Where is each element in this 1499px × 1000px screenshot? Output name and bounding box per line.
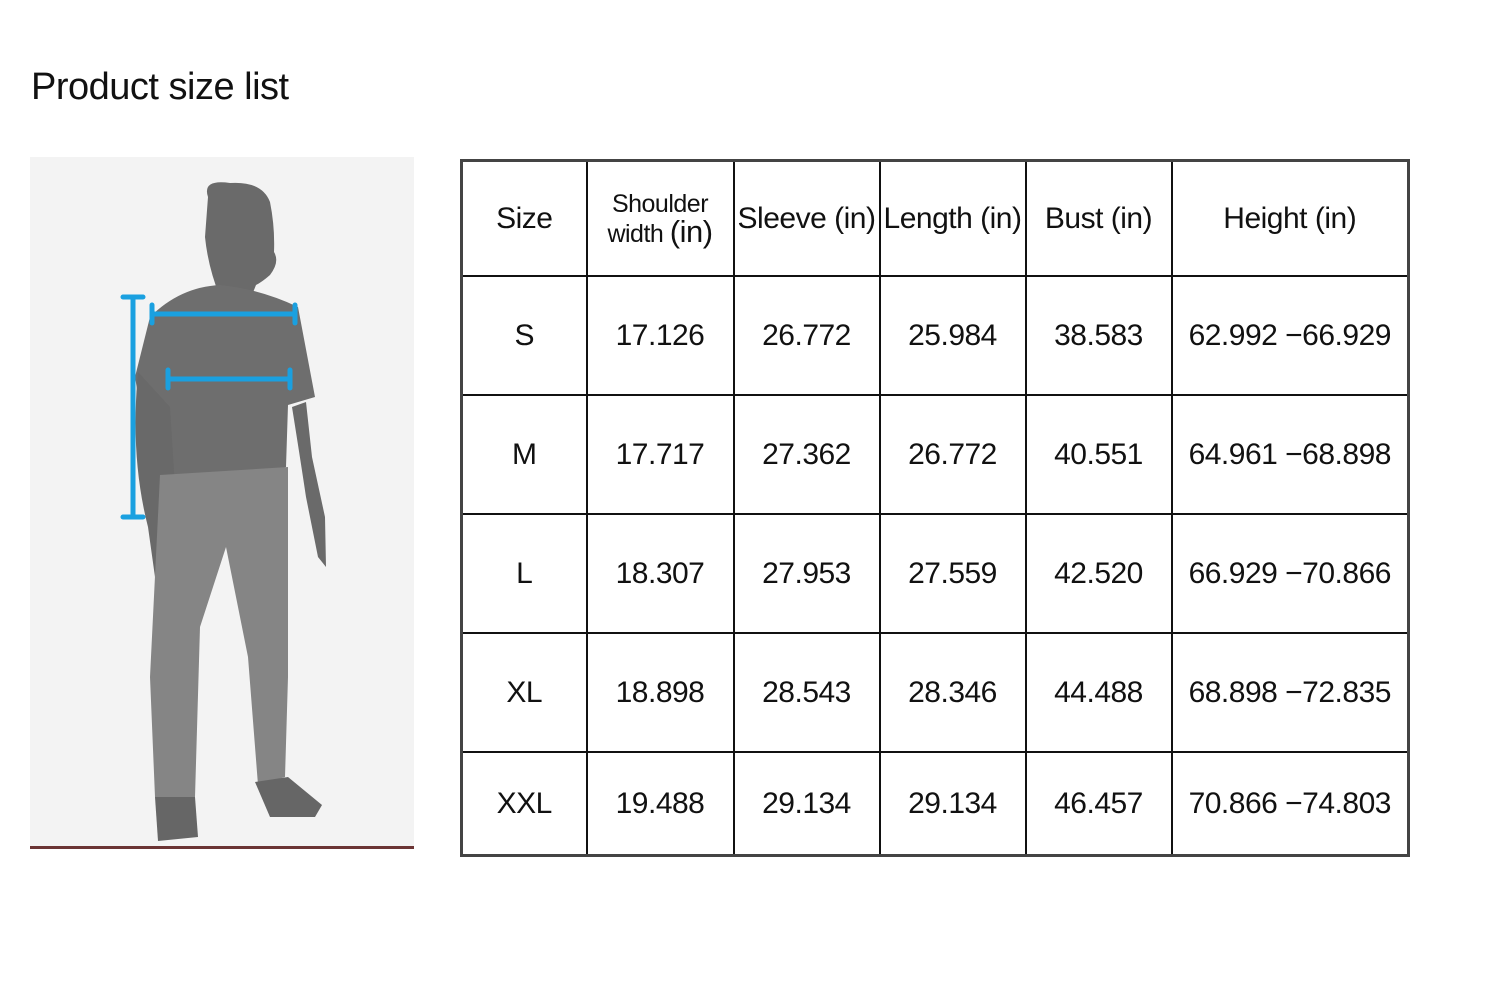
shoulder-measure-icon <box>149 302 298 326</box>
cell-shoulder: 17.717 <box>585 394 735 515</box>
size-guide-figure <box>30 157 414 849</box>
cell-sleeve: 28.543 <box>732 632 881 753</box>
bust-measure-icon <box>165 367 293 391</box>
cell-bust: 42.520 <box>1024 513 1173 634</box>
header-sleeve: Sleeve (in) <box>732 159 881 277</box>
cell-size: M <box>460 394 588 515</box>
cell-length: 27.559 <box>878 513 1027 634</box>
cell-height: 66.929 −70.866 <box>1170 513 1410 634</box>
header-height: Height (in) <box>1170 159 1410 277</box>
cell-shoulder: 18.898 <box>585 632 735 753</box>
cell-length: 29.134 <box>878 751 1027 857</box>
cell-length: 28.346 <box>878 632 1027 753</box>
man-silhouette-measurement-icon <box>120 182 326 841</box>
cell-size: L <box>460 513 588 634</box>
cell-size: XL <box>460 632 588 753</box>
table-row: M 17.717 27.362 26.772 40.551 64.961 −68.898 <box>460 394 1410 515</box>
cell-length: 25.984 <box>878 275 1027 396</box>
cell-height: 70.866 −74.803 <box>1170 751 1410 857</box>
table-row: S 17.126 26.772 25.984 38.583 62.992 −66.929 <box>460 275 1410 396</box>
header-shoulder: Shoulder width (in) <box>585 159 735 277</box>
cell-sleeve: 27.953 <box>732 513 881 634</box>
cell-sleeve: 27.362 <box>732 394 881 515</box>
cell-sleeve: 26.772 <box>732 275 881 396</box>
length-measure-icon <box>120 294 146 520</box>
cell-height: 68.898 −72.835 <box>1170 632 1410 753</box>
cell-bust: 44.488 <box>1024 632 1173 753</box>
header-bust: Bust (in) <box>1024 159 1173 277</box>
table-row: XL 18.898 28.543 28.346 44.488 68.898 −72.835 <box>460 632 1410 753</box>
cell-size: XXL <box>460 751 588 857</box>
cell-shoulder: 17.126 <box>585 275 735 396</box>
cell-sleeve: 29.134 <box>732 751 881 857</box>
header-row: Size Shoulder width (in) Sleeve (in) Leng… <box>460 159 1410 277</box>
cell-shoulder: 18.307 <box>585 513 735 634</box>
cell-height: 64.961 −68.898 <box>1170 394 1410 515</box>
cell-bust: 40.551 <box>1024 394 1173 515</box>
cell-height: 62.992 −66.929 <box>1170 275 1410 396</box>
page-title: Product size list <box>31 66 289 108</box>
size-table: Size Shoulder width (in) Sleeve (in) Leng… <box>460 159 1410 857</box>
header-size: Size <box>460 159 588 277</box>
table-row: L 18.307 27.953 27.559 42.520 66.929 −70.866 <box>460 513 1410 634</box>
header-length: Length (in) <box>878 159 1027 277</box>
cell-bust: 38.583 <box>1024 275 1173 396</box>
cell-length: 26.772 <box>878 394 1027 515</box>
cell-bust: 46.457 <box>1024 751 1173 857</box>
cell-size: S <box>460 275 588 396</box>
table-row: XXL 19.488 29.134 29.134 46.457 70.866 −74.80… <box>460 751 1410 857</box>
cell-shoulder: 19.488 <box>585 751 735 857</box>
